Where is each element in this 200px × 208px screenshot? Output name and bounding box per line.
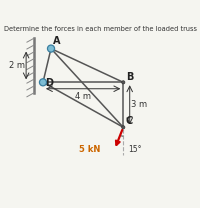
Text: 2 m: 2 m	[9, 61, 25, 70]
Circle shape	[39, 79, 47, 86]
Text: 3 m: 3 m	[131, 100, 147, 109]
Circle shape	[47, 45, 55, 52]
Text: A: A	[53, 36, 61, 46]
Text: 4 m: 4 m	[75, 92, 91, 102]
Circle shape	[122, 81, 125, 84]
Text: Determine the forces in each member of the loaded truss: Determine the forces in each member of t…	[4, 26, 196, 32]
Text: B: B	[126, 72, 133, 82]
Text: 15°: 15°	[128, 145, 142, 154]
Circle shape	[122, 126, 125, 129]
Text: D: D	[45, 78, 53, 88]
Text: C: C	[126, 116, 133, 126]
Text: 5 kN: 5 kN	[79, 145, 100, 154]
